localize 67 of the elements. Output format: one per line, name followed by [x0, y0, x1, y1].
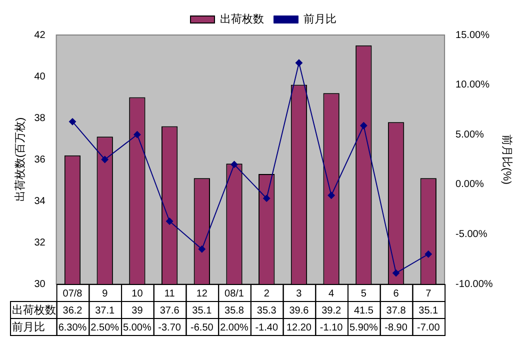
- x-tick-label: 07/8: [62, 288, 83, 300]
- data-label: 35.3: [256, 305, 277, 316]
- y2-tick-label: 5.00%: [456, 129, 484, 140]
- y2-tick-label: 15.00%: [456, 30, 490, 41]
- x-tick-label: 5: [360, 288, 367, 300]
- data-label: 39.6: [289, 305, 310, 316]
- point: [328, 192, 335, 199]
- x-tick-label: 2: [264, 288, 270, 300]
- point: [230, 160, 238, 168]
- x-tick-label: 9: [102, 288, 108, 300]
- y-tick-label: 38: [34, 112, 46, 124]
- data-label: 35.8: [224, 305, 244, 316]
- data-label: -6.50: [190, 322, 214, 334]
- point: [392, 270, 400, 277]
- data-label: -1.10: [320, 322, 344, 334]
- x-tick-label: 10: [132, 288, 144, 300]
- x-tick-label: 12: [196, 288, 208, 300]
- text: 前月比: [12, 322, 45, 334]
- data-label: 37.8: [386, 305, 406, 316]
- data-label: 37.1: [95, 305, 116, 316]
- text: 出荷枚数: [12, 304, 56, 317]
- data-label: 6.30%: [58, 322, 87, 334]
- data-label: 41.5: [354, 305, 374, 316]
- y-tick-label: 42: [34, 30, 46, 41]
- data-label: -3.70: [158, 322, 182, 334]
- y-tick-label: 30: [34, 278, 46, 290]
- x-tick-label: 08/1: [224, 288, 244, 300]
- point: [101, 156, 108, 163]
- data-label: 2.00%: [220, 322, 249, 334]
- legend-label: 出荷枚数: [220, 12, 264, 26]
- x-tick-label: 4: [328, 288, 335, 300]
- point: [69, 118, 76, 126]
- data-label: 39: [132, 305, 144, 316]
- point: [166, 218, 174, 225]
- data-label: 39.2: [322, 305, 342, 316]
- point: [263, 194, 270, 202]
- x-tick-label: 7: [426, 288, 432, 300]
- data-label: 35.1: [418, 305, 439, 316]
- x-tick-label: 6: [393, 288, 400, 300]
- data-label: 12.20: [286, 322, 312, 334]
- point: [295, 59, 302, 66]
- y2-tick-label: 10.00%: [456, 80, 490, 91]
- x-tick-label: 11: [164, 288, 176, 300]
- y-tick-label: 40: [34, 71, 46, 82]
- x-tick-label: 3: [296, 288, 302, 300]
- point: [360, 122, 368, 130]
- data-label: 5.90%: [349, 322, 378, 334]
- data-label: -1.40: [255, 322, 278, 334]
- y2-axis-title: 前月比(%): [500, 134, 514, 185]
- data-label: 35.1: [192, 305, 212, 316]
- data-label: -8.90: [384, 322, 408, 334]
- y2-tick-label: -10.00%: [456, 278, 493, 290]
- y-tick-label: 32: [34, 237, 46, 248]
- y-axis-title: 出荷枚数(百万枚): [14, 117, 27, 202]
- point: [424, 250, 432, 258]
- y-tick-label: 34: [34, 196, 46, 207]
- data-label: 36.2: [62, 305, 83, 316]
- data-label: 2.50%: [90, 322, 120, 334]
- point: [198, 246, 206, 253]
- data-label: 5.00%: [123, 322, 152, 334]
- y2-tick-label: 0.00%: [456, 179, 484, 190]
- y-tick-label: 36: [34, 154, 46, 166]
- point: [134, 131, 141, 138]
- legend-label: 前月比: [304, 12, 336, 26]
- y2-tick-label: -5.00%: [456, 228, 488, 240]
- data-label: -7.00: [416, 322, 440, 334]
- data-label: 37.6: [160, 305, 180, 316]
